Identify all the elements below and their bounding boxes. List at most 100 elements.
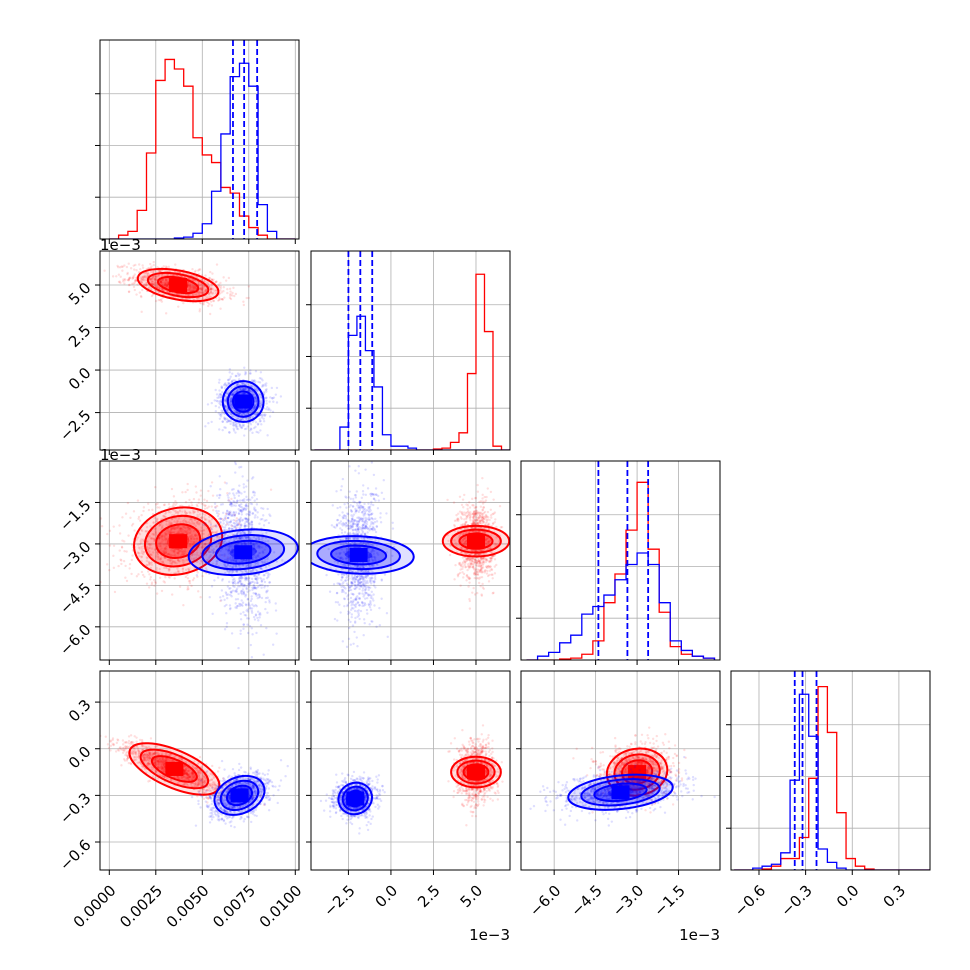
sample-point — [459, 546, 462, 549]
sample-point — [154, 279, 157, 282]
sample-point — [223, 481, 227, 484]
sample-point — [225, 612, 228, 615]
sample-point — [238, 412, 241, 415]
sample-point — [241, 382, 245, 385]
sample-point — [241, 518, 245, 522]
sample-point — [235, 570, 239, 573]
sample-point — [184, 575, 188, 579]
sample-point — [188, 283, 192, 287]
sample-point — [490, 551, 494, 554]
sample-point — [225, 406, 228, 409]
sample-point — [171, 504, 175, 507]
sample-point — [242, 387, 245, 391]
sample-point — [223, 417, 226, 421]
sample-point — [239, 632, 242, 635]
sample-point — [249, 498, 252, 502]
sample-point — [160, 525, 164, 529]
sample-point — [245, 587, 249, 591]
sample-point — [238, 518, 241, 521]
sample-point — [201, 544, 205, 547]
sample-point — [235, 559, 238, 562]
sample-point — [235, 590, 239, 593]
sample-point — [195, 537, 199, 540]
sample-point — [231, 513, 234, 516]
sample-point — [478, 522, 481, 525]
sample-point — [226, 563, 229, 566]
sample-point — [258, 420, 262, 423]
sample-point — [215, 563, 218, 566]
sample-point — [187, 529, 190, 532]
sample-point — [234, 292, 238, 296]
sample-point — [159, 280, 163, 283]
sample-point — [455, 519, 458, 522]
sample-point — [234, 606, 237, 609]
sample-point — [174, 500, 177, 503]
sample-point — [265, 576, 269, 580]
sample-point — [244, 370, 247, 374]
sample-point — [255, 575, 259, 579]
sample-point — [132, 510, 136, 513]
sample-point — [214, 388, 217, 392]
sample-point — [223, 417, 226, 420]
sample-point — [247, 582, 250, 585]
sample-point — [469, 559, 472, 562]
sample-point — [253, 587, 256, 590]
sample-point — [154, 276, 157, 279]
sample-point — [488, 559, 492, 563]
sample-point — [220, 396, 223, 399]
sample-point — [225, 622, 229, 625]
sample-point — [126, 271, 129, 275]
sample-point — [250, 520, 254, 524]
sample-point — [266, 434, 269, 437]
sample-point — [235, 389, 239, 392]
sample-point — [119, 275, 122, 278]
sample-point — [181, 552, 185, 555]
sample-point — [181, 561, 185, 564]
sample-point — [135, 269, 138, 272]
sample-point — [469, 565, 472, 569]
sample-point — [192, 286, 195, 290]
sample-point — [230, 404, 233, 407]
contour-red — [156, 275, 200, 295]
sample-point — [242, 585, 246, 588]
sample-point — [223, 526, 227, 529]
sample-point — [201, 574, 204, 578]
sample-point — [241, 392, 245, 395]
sample-point — [240, 523, 243, 527]
sample-point — [145, 282, 148, 285]
sample-point — [220, 524, 224, 527]
sample-point — [219, 396, 223, 399]
sample-point — [179, 527, 182, 530]
sample-point — [189, 545, 192, 548]
sample-point — [245, 578, 249, 581]
sample-point — [254, 421, 258, 424]
sample-point — [189, 285, 192, 288]
sample-point — [238, 520, 242, 523]
sample-point — [176, 551, 180, 555]
sample-point — [194, 534, 197, 537]
sample-point — [207, 505, 211, 508]
sample-point — [190, 538, 194, 541]
sample-point — [461, 523, 465, 526]
sample-point — [223, 534, 226, 537]
sample-point — [228, 549, 231, 552]
sample-point — [473, 593, 477, 596]
sample-point — [482, 549, 486, 552]
sample-point — [181, 553, 184, 556]
sample-point — [246, 479, 249, 482]
sample-point — [243, 559, 246, 562]
sample-point — [248, 511, 252, 515]
sample-point — [234, 462, 238, 466]
sample-point — [199, 302, 203, 305]
sample-point — [252, 554, 255, 557]
sample-point — [245, 559, 249, 562]
sample-point — [267, 407, 271, 410]
sample-point — [117, 280, 121, 284]
sample-point — [206, 559, 209, 562]
sample-point — [253, 544, 257, 547]
sample-point — [180, 551, 184, 554]
sample-point — [263, 580, 267, 584]
sample-point — [177, 560, 181, 563]
sample-point — [230, 380, 234, 383]
sample-point — [167, 520, 171, 523]
